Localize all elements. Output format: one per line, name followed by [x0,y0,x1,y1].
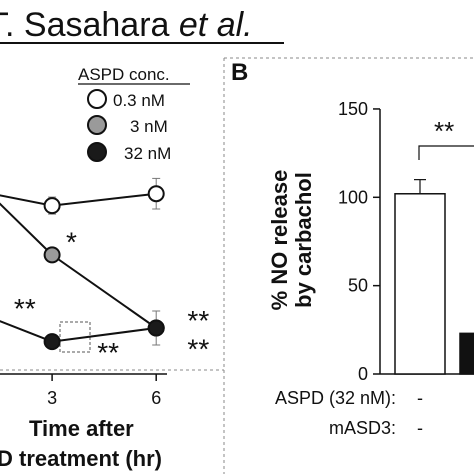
axis-a-xticks: 136 [47,374,161,408]
condition-row-value: - [417,388,423,408]
series-line-0 [0,192,157,207]
series-line-2 [0,320,157,343]
axis-b-ylabel-line2: by carbachol [291,172,316,308]
condition-row-label: ASPD (32 nM): [275,388,396,408]
axis-b-ytick-label: 50 [348,276,368,296]
legend-marker-2 [87,142,107,162]
axis-a-xtick-label: 3 [47,388,57,408]
panel-a-annotations: ********* [14,227,209,369]
legend-label-1: 3 nM [130,117,168,136]
condition-row-value: - [417,418,423,438]
header-title-italic: et al. [179,6,253,44]
significance-marker: ** [187,334,209,365]
header-title: T. Sasahara et al. [0,6,253,44]
significance-marker: ** [14,293,36,324]
axis-b-ytick-label: 0 [358,364,368,384]
panel-b-label: B [231,59,248,86]
significance-marker: ** [187,305,209,336]
legend-label-2: 32 nM [124,144,171,163]
axis-b-yticks: 0 50 100 150 [338,99,380,384]
significance-bracket-line [418,145,474,160]
significance-marker: ** [97,337,119,368]
axis-b-ytick-label: 150 [338,99,368,119]
legend: ASPD conc. 0.3 nM 3 nM 32 nM [78,65,190,163]
axis-a-xlabel-line1: Time after [29,416,134,441]
legend-marker-1 [87,115,107,135]
significance-marker: * [66,227,77,258]
data-point-1 [43,246,61,264]
panel-b-condition-rows: ASPD (32 nM): - mASD3: - [275,388,423,438]
significance-bracket: ** [418,116,474,160]
bar-1 [459,332,474,375]
legend-label-0: 0.3 nM [113,91,165,110]
panel-b-bars [394,179,474,375]
data-point-0 [43,197,61,215]
bar-0 [394,193,446,375]
legend-title: ASPD conc. [78,65,170,84]
header-title-text: T. Sasahara [0,6,179,44]
axis-b-ylabel-line1: % NO release [267,170,292,311]
data-point-2 [147,319,165,337]
panel-a-plot [0,177,165,351]
significance-label: ** [434,116,454,146]
axis-a-xtick-label: 6 [151,388,161,408]
axis-b-ytick-label: 100 [338,187,368,207]
series-line-1 [0,202,157,329]
axis-a-xlabel-line2: D treatment (hr) [0,446,162,471]
condition-row-label: mASD3: [329,418,396,438]
legend-marker-0 [87,89,107,109]
data-point-0 [147,185,165,203]
data-point-2 [43,333,61,351]
